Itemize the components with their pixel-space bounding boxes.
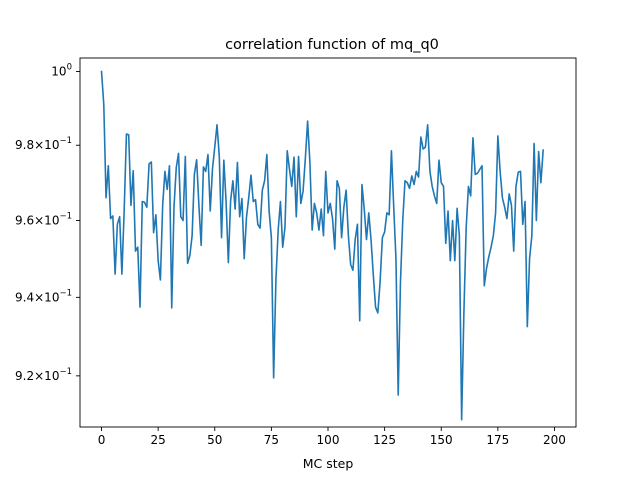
x-axis-label: MC step (303, 456, 354, 471)
x-tick-label: 0 (98, 433, 106, 447)
x-tick-label: 50 (207, 433, 222, 447)
y-tick-label: 100 (51, 62, 72, 78)
x-tick-label: 100 (317, 433, 340, 447)
series-line (100, 70, 545, 421)
y-tick-label: 9.4×10−1 (15, 288, 72, 304)
x-tick-label: 175 (486, 433, 509, 447)
x-tick-label: 75 (264, 433, 279, 447)
chart-title: correlation function of mq_q0 (225, 37, 439, 53)
x-tick-label: 25 (150, 433, 165, 447)
x-tick-label: 150 (430, 433, 453, 447)
plot-area: 0 25 50 75 100 125 150 175 200 100 9.8×10−1 9.6×10−… (15, 57, 577, 447)
x-tick-label: 125 (373, 433, 396, 447)
y-tick-label: 9.6×10−1 (15, 211, 72, 227)
axes-frame (79, 57, 577, 428)
y-tick-label: 9.8×10−1 (15, 136, 72, 152)
x-tick-label: 200 (543, 433, 566, 447)
y-tick-label: 9.2×10−1 (15, 367, 72, 383)
